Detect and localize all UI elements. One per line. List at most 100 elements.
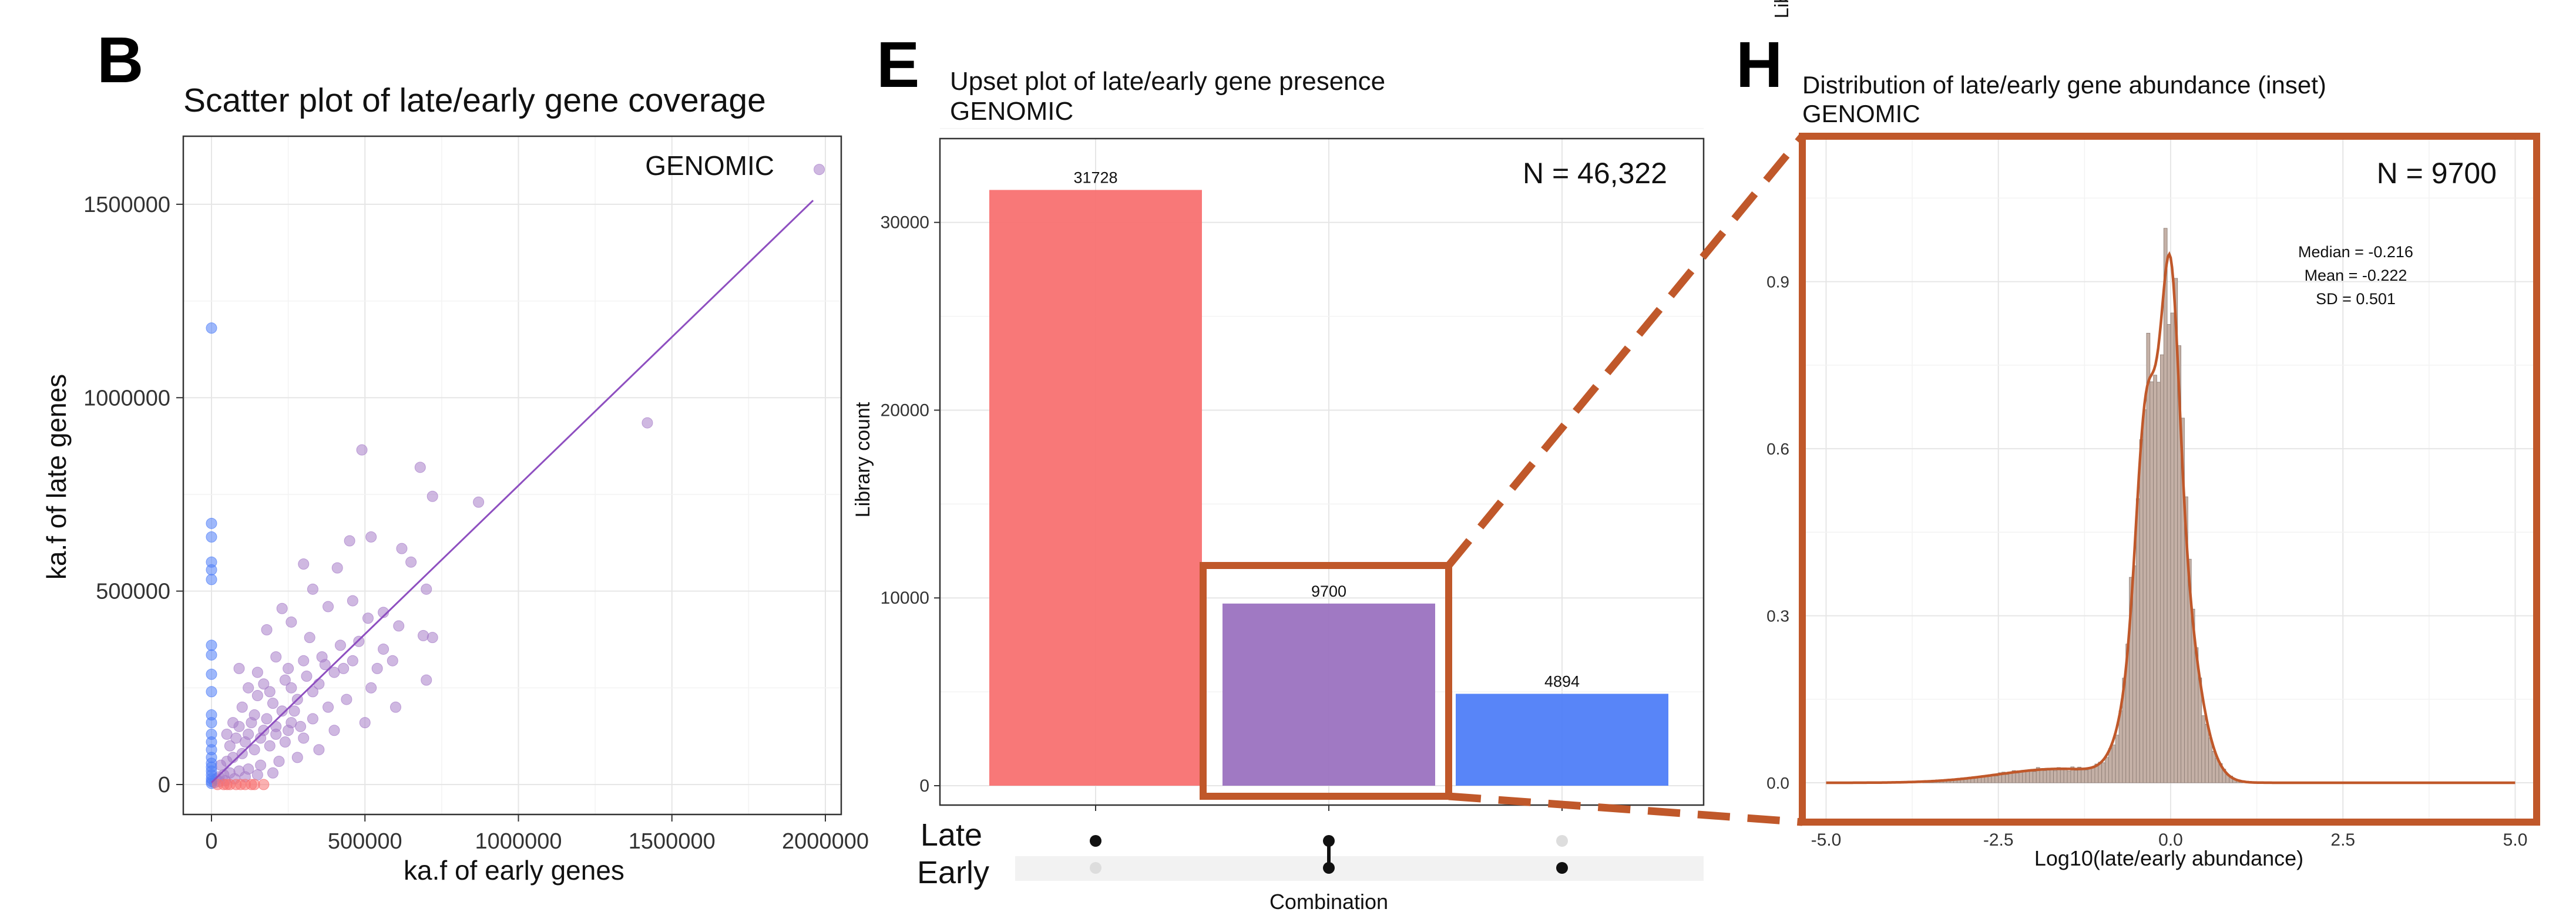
panel-b-grid	[183, 136, 841, 814]
histogram-bar	[2074, 770, 2078, 783]
histogram-bar	[2132, 565, 2137, 783]
panel-e: E Upset plot of late/early gene presence…	[852, 29, 1705, 914]
scatter-point	[286, 682, 297, 694]
scatter-point	[421, 583, 432, 595]
panel-h-xlabel: Log10(late/early abundance)	[2034, 846, 2303, 870]
b-xtick-label: 1500000	[629, 829, 716, 854]
panel-h-title-line1: Distribution of late/early gene abundanc…	[1802, 71, 2326, 99]
scatter-point	[206, 686, 217, 698]
panel-h-n-label: N = 9700	[2377, 157, 2497, 190]
scatter-point	[221, 779, 233, 790]
histogram-bar	[2046, 768, 2051, 783]
scatter-point	[344, 535, 355, 547]
e-ytick-label: 10000	[881, 588, 929, 608]
scatter-point	[473, 496, 485, 508]
scatter-point	[298, 558, 310, 570]
scatter-point	[421, 674, 432, 686]
b-ytick-label: 0	[158, 773, 170, 797]
histogram-bar	[2005, 774, 2009, 783]
histogram-bar	[2053, 770, 2057, 783]
scatter-point	[334, 639, 346, 651]
histogram-bar	[2022, 770, 2027, 783]
scatter-point	[233, 662, 245, 674]
b-xtick-label: 2000000	[782, 829, 869, 854]
panel-e-set-late: Late	[921, 817, 982, 853]
scatter-point	[243, 682, 254, 694]
scatter-point	[255, 759, 267, 771]
panel-h-letter: H	[1736, 29, 1782, 101]
histogram-bar	[2170, 312, 2175, 783]
inset-connectors	[1200, 133, 1806, 826]
scatter-point	[642, 417, 653, 429]
histogram-bar	[2067, 770, 2071, 783]
histogram-bar	[2015, 773, 2020, 783]
scatter-point	[291, 752, 303, 763]
scatter-point	[206, 717, 217, 729]
scatter-point	[414, 462, 426, 473]
scatter-point	[396, 543, 408, 554]
panel-e-frame	[939, 137, 1705, 806]
scatter-point	[338, 662, 350, 674]
b-ytick-label: 1000000	[83, 386, 170, 410]
histogram-bar	[2060, 769, 2064, 783]
scatter-point	[246, 779, 257, 790]
histogram-bar	[2050, 769, 2054, 783]
histogram-bar	[2160, 354, 2164, 783]
histogram-bar	[2135, 498, 2140, 783]
panel-e-axes: 0 10000 20000 30000	[881, 213, 1563, 811]
scatter-point	[307, 686, 318, 698]
h-xtick-label: -2.5	[1983, 830, 2014, 850]
panel-e-n-label: N = 46,322	[1523, 157, 1667, 190]
scatter-point	[347, 595, 358, 607]
scatter-point	[258, 779, 270, 790]
matrix-dot	[1323, 835, 1335, 847]
panel-h-ylabel: Library count	[1771, 0, 1792, 18]
matrix-dot	[1090, 835, 1101, 847]
panel-b-ylabel: ka.f of late genes	[41, 374, 72, 580]
histogram-bar	[2163, 228, 2168, 783]
h-xtick-label: 0.0	[2158, 830, 2183, 850]
scatter-point	[248, 744, 260, 756]
b-xtick-label: 0	[205, 829, 217, 854]
panel-e-xlabel: Combination	[1269, 890, 1388, 914]
histogram-bar	[2157, 382, 2161, 783]
upset-bar-value: 4894	[1544, 673, 1580, 691]
histogram-bar	[1981, 777, 1985, 783]
histogram-bar	[2091, 767, 2095, 783]
scatter-point	[267, 698, 278, 709]
matrix-dot	[1323, 862, 1335, 874]
histogram-bar	[2139, 439, 2144, 783]
b-ytick-label: 500000	[96, 580, 170, 604]
scatter-point	[258, 678, 270, 690]
scatter-point	[298, 655, 310, 666]
scatter-point	[331, 562, 343, 574]
scatter-point	[288, 705, 300, 717]
panel-b-xlabel: ka.f of early genes	[404, 855, 624, 886]
histogram-bar	[2211, 751, 2216, 783]
scatter-point	[295, 721, 307, 732]
panel-e-ylabel: Library count	[852, 402, 874, 517]
scatter-point	[378, 643, 389, 655]
upset-bar-value: 9700	[1311, 583, 1346, 600]
scatter-point	[286, 616, 297, 628]
panel-b-letter: B	[97, 24, 143, 96]
scatter-point	[206, 668, 217, 680]
h-ytick-label: 0.6	[1766, 440, 1789, 458]
panel-h-stat-mean: Mean = -0.222	[2305, 267, 2407, 284]
scatter-point	[387, 655, 398, 666]
panel-e-matrix	[1090, 835, 1568, 874]
scatter-point	[276, 602, 288, 614]
panel-b-axes: 0 500000 1000000 1500000 2000000 0 500000 10000…	[83, 193, 869, 854]
scatter-point	[248, 709, 260, 721]
scatter-point	[239, 736, 251, 748]
panel-h-histogram-bars	[1922, 228, 2243, 783]
matrix-dot	[1556, 835, 1568, 847]
scatter-point	[378, 607, 389, 618]
scatter-point	[206, 322, 217, 334]
scatter-point	[313, 744, 325, 756]
scatter-point	[319, 659, 331, 671]
panel-e-matrix-band	[1015, 856, 1704, 881]
scatter-point	[264, 686, 276, 698]
scatter-point	[359, 717, 371, 729]
scatter-point	[279, 736, 291, 748]
